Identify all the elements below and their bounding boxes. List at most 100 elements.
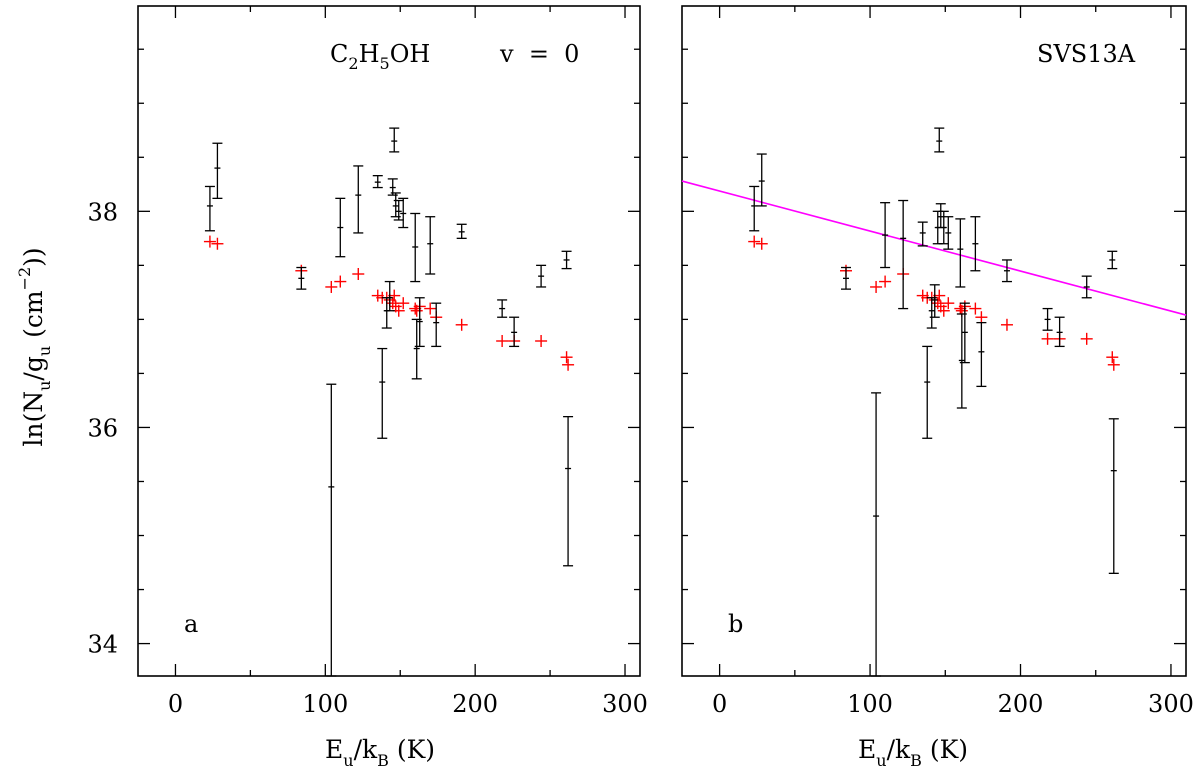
observed-point [922, 345, 933, 439]
panel-a-model-series [203, 235, 575, 371]
x-tick-label: 100 [302, 690, 348, 718]
observed-point [393, 199, 404, 221]
panel-a-x-axis-label: Eu/kB (K) [325, 735, 435, 770]
observed-point [326, 383, 337, 677]
observed-point [414, 297, 425, 348]
x-tick-label: 0 [712, 690, 727, 718]
x-tick-label: 200 [452, 690, 498, 718]
observed-point [1107, 250, 1118, 270]
model-point [397, 297, 410, 310]
observed-point [497, 299, 508, 318]
panel-b-frame [681, 5, 1187, 677]
observed-point [959, 302, 970, 364]
observed-point [756, 153, 767, 207]
observed-point [431, 302, 442, 348]
model-point [1080, 332, 1093, 345]
x-tick-label: 100 [847, 690, 893, 718]
model-point [969, 302, 982, 315]
panel-a-molecule-label: C2H5OH [330, 40, 430, 73]
model-point [1106, 351, 1119, 364]
model-point [455, 318, 468, 331]
observed-point [1108, 418, 1119, 574]
model-point [386, 297, 399, 310]
observed-point [389, 127, 400, 153]
observed-point [456, 223, 467, 239]
observed-point [749, 185, 760, 232]
observed-point [372, 175, 383, 189]
observed-point [934, 127, 945, 153]
observed-point [353, 165, 364, 234]
observed-point [976, 321, 987, 388]
observed-point [561, 250, 572, 270]
observed-point [917, 221, 928, 247]
model-point [755, 237, 768, 250]
observed-point [929, 284, 940, 318]
y-tick-label: 36 [87, 414, 118, 442]
panel-b-ticks: 0 100 200 300 [682, 6, 1194, 718]
model-point [1107, 358, 1120, 371]
model-point [931, 297, 944, 310]
observed-point [335, 197, 346, 258]
panel-b-letter: b [728, 610, 743, 638]
observed-point [390, 192, 401, 218]
observed-point [296, 266, 307, 290]
panel-b: 0 100 200 300 SVS13A b Eu/kB (K) [681, 5, 1194, 770]
model-point [1041, 332, 1054, 345]
model-point [211, 237, 224, 250]
model-point [424, 302, 437, 315]
panel-b-model-series [748, 235, 1120, 371]
model-point [560, 351, 573, 364]
panel-b-source-label: SVS13A [1037, 40, 1136, 68]
panel-a-y-axis-label: ln(Nu/gu (cm−2)) [15, 247, 54, 446]
model-point [562, 358, 575, 371]
model-point [1000, 318, 1013, 331]
observed-point [1001, 259, 1012, 283]
panel-a-ticks: 0 100 200 300 34 36 38 [87, 6, 648, 718]
observed-point [377, 347, 388, 439]
observed-point [204, 185, 215, 232]
panel-a-observed-series [204, 127, 574, 677]
model-point [937, 304, 950, 317]
panel-a-state-label: v = 0 [499, 40, 579, 68]
observed-point [955, 218, 966, 288]
panel-a-letter: a [184, 610, 198, 638]
model-point [334, 275, 347, 288]
observed-point [410, 212, 421, 283]
panel-a-frame [137, 5, 641, 677]
x-tick-label: 0 [168, 690, 183, 718]
model-point [325, 280, 338, 293]
observed-point [898, 199, 909, 310]
observed-point [398, 197, 409, 229]
model-point [975, 311, 988, 324]
y-tick-label: 34 [87, 631, 118, 659]
observed-point [509, 316, 520, 348]
observed-point [840, 266, 851, 290]
model-point [496, 335, 509, 347]
model-point [942, 297, 955, 310]
y-tick-label: 38 [87, 198, 118, 226]
fit-line [681, 180, 1187, 316]
observed-point [536, 264, 547, 288]
observed-point [563, 415, 574, 567]
model-point [535, 335, 548, 347]
observed-point [970, 216, 981, 272]
x-tick-label: 300 [602, 690, 648, 718]
model-point [879, 275, 892, 288]
observed-point [212, 142, 223, 200]
model-point [748, 235, 761, 248]
observed-point [926, 297, 937, 329]
observed-point [871, 392, 882, 677]
panel-b-observed-series [749, 127, 1119, 677]
panel-a: 0 100 200 300 34 36 38 C2H5OH v = 0 a Eu/kB (K… [15, 5, 648, 770]
observed-point [880, 202, 891, 269]
x-tick-label: 300 [1148, 690, 1194, 718]
panel-b-fit [681, 180, 1187, 316]
x-tick-label: 200 [998, 690, 1044, 718]
observed-point [384, 280, 395, 312]
model-point [203, 235, 216, 248]
model-point [870, 280, 883, 293]
observed-point [1042, 307, 1053, 331]
model-point [352, 268, 365, 280]
observed-point [935, 203, 946, 229]
